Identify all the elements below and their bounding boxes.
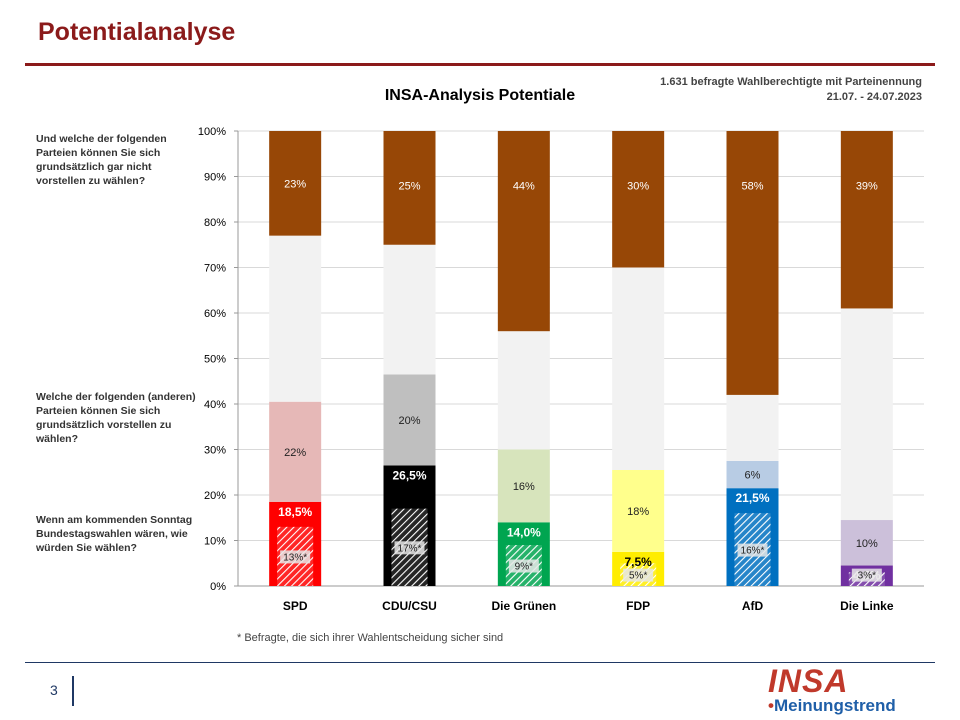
chart-title: INSA-Analysis Potentiale bbox=[385, 87, 575, 104]
vote-label: 21,5% bbox=[735, 491, 769, 505]
bar-potential bbox=[497, 449, 550, 523]
x-tick-label: SPD bbox=[283, 599, 308, 613]
potential-label: 6% bbox=[745, 470, 761, 482]
bar-potential bbox=[612, 469, 665, 552]
question-could-vote: Welche der folgenden (anderen) Parteien … bbox=[36, 391, 196, 445]
never-label: 58% bbox=[741, 181, 763, 193]
certain-label: 9%* bbox=[515, 562, 533, 573]
y-tick-label: 10% bbox=[204, 536, 226, 548]
x-tick-label: Die Grünen bbox=[491, 599, 556, 613]
bar-undecided bbox=[269, 235, 322, 402]
bar-never bbox=[840, 131, 893, 309]
y-tick-label: 80% bbox=[204, 217, 226, 229]
vote-label: 26,5% bbox=[392, 468, 426, 482]
y-tick-label: 0% bbox=[210, 581, 226, 593]
page-number: 3 bbox=[50, 682, 58, 698]
y-tick-label: 90% bbox=[204, 172, 226, 184]
certain-label: 16%* bbox=[741, 546, 765, 557]
y-tick-label: 30% bbox=[204, 445, 226, 457]
bar-never bbox=[269, 131, 322, 236]
certain-label-bg bbox=[508, 559, 539, 573]
x-tick-label: CDU/CSU bbox=[382, 599, 437, 613]
respondents-count: 1.631 befragte Wahlberechtigte mit Parte… bbox=[660, 76, 922, 88]
insa-logo: INSA •Meinungstrend bbox=[768, 665, 896, 715]
bar-potential bbox=[269, 401, 322, 502]
bar-undecided bbox=[383, 244, 436, 375]
bar-undecided bbox=[840, 308, 893, 521]
certain-label: 13%* bbox=[283, 552, 307, 563]
bar-potential bbox=[726, 460, 779, 489]
x-tick-label: AfD bbox=[742, 599, 764, 613]
logo-text: INSA bbox=[768, 663, 849, 699]
potential-label: 20% bbox=[398, 415, 420, 427]
x-tick-label: Die Linke bbox=[840, 599, 894, 613]
bar-never bbox=[726, 131, 779, 395]
vote-label: 14,0% bbox=[507, 525, 541, 539]
certain-label: 3%* bbox=[858, 571, 876, 582]
footer-divider bbox=[25, 662, 935, 663]
y-tick-label: 20% bbox=[204, 490, 226, 502]
certain-label-bg bbox=[737, 543, 768, 557]
question-sunday-vote: Wenn am kommenden Sonntag Bundestagswahl… bbox=[36, 514, 193, 554]
bar-undecided bbox=[612, 267, 665, 470]
never-label: 30% bbox=[627, 181, 649, 193]
certain-label-bg bbox=[394, 541, 425, 555]
question-never-vote: Und welche der folgenden Parteien können… bbox=[36, 133, 167, 187]
potential-label: 22% bbox=[284, 447, 306, 459]
bar-undecided bbox=[497, 331, 550, 450]
respondents-info: 1.631 befragte Wahlberechtigte mit Parte… bbox=[660, 75, 922, 105]
title-divider bbox=[25, 63, 935, 66]
certain-label-bg bbox=[623, 568, 654, 582]
potential-label: 10% bbox=[856, 538, 878, 550]
bar-potential bbox=[840, 520, 893, 566]
certain-label-bg bbox=[851, 568, 882, 582]
vote-label: 7,5% bbox=[624, 555, 652, 569]
page-number-bar bbox=[72, 676, 74, 706]
potential-label: 18% bbox=[627, 506, 649, 518]
certain-label-bg bbox=[280, 550, 311, 564]
bar-undecided bbox=[726, 394, 779, 461]
never-label: 25% bbox=[398, 181, 420, 193]
y-tick-label: 50% bbox=[204, 354, 226, 366]
bar-never bbox=[497, 131, 550, 332]
x-tick-label: FDP bbox=[626, 599, 650, 613]
y-tick-label: 40% bbox=[204, 399, 226, 411]
y-tick-label: 70% bbox=[204, 263, 226, 275]
never-label: 39% bbox=[856, 181, 878, 193]
footnote: * Befragte, die sich ihrer Wahlentscheid… bbox=[237, 632, 504, 644]
bar-never bbox=[383, 131, 436, 245]
page-title: Potentialanalyse bbox=[38, 18, 236, 46]
logo-subtext-row: •Meinungstrend bbox=[768, 696, 896, 715]
bar-potential bbox=[383, 374, 436, 466]
never-label: 44% bbox=[513, 181, 535, 193]
y-tick-label: 100% bbox=[198, 126, 226, 138]
logo-subtext: Meinungstrend bbox=[773, 696, 896, 715]
vote-label: 18,5% bbox=[278, 505, 312, 519]
potential-label: 16% bbox=[513, 481, 535, 493]
certain-label: 17%* bbox=[398, 543, 422, 554]
survey-period: 21.07. - 24.07.2023 bbox=[826, 91, 922, 103]
bar-never bbox=[612, 131, 665, 268]
never-label: 23% bbox=[284, 178, 306, 190]
certain-label: 5%* bbox=[629, 571, 647, 582]
y-tick-label: 60% bbox=[204, 308, 226, 320]
